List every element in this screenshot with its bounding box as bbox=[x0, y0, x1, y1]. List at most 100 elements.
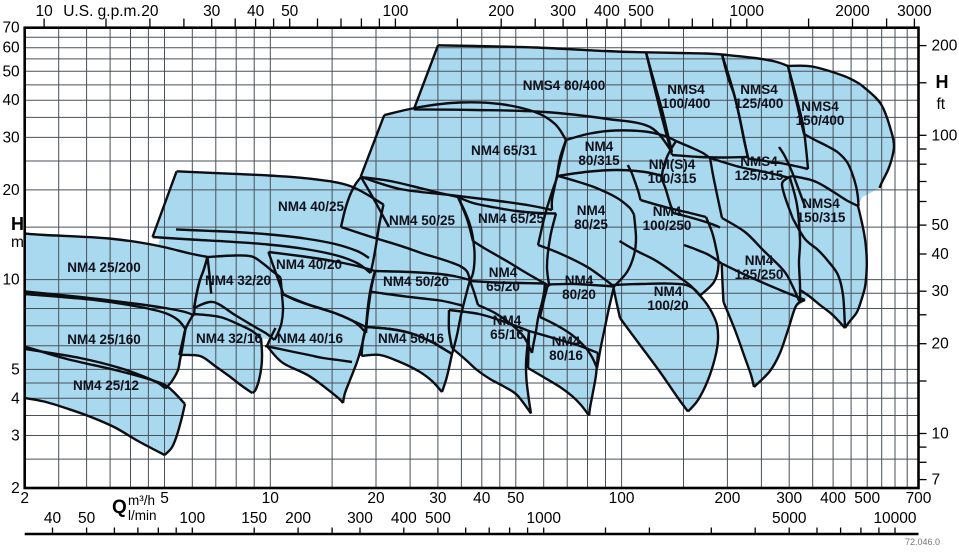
svg-text:5: 5 bbox=[11, 361, 20, 378]
svg-text:500: 500 bbox=[628, 3, 654, 20]
svg-text:30: 30 bbox=[2, 129, 20, 146]
svg-text:10: 10 bbox=[2, 272, 20, 289]
svg-text:100: 100 bbox=[932, 127, 958, 144]
svg-text:125/250: 125/250 bbox=[735, 267, 784, 282]
svg-text:Q: Q bbox=[112, 497, 127, 518]
svg-text:72.046.0: 72.046.0 bbox=[905, 537, 940, 547]
svg-text:H: H bbox=[936, 72, 949, 92]
svg-text:NM4 40/20: NM4 40/20 bbox=[276, 257, 342, 272]
svg-text:NM4 50/25: NM4 50/25 bbox=[389, 213, 456, 228]
svg-text:NM4 50/16: NM4 50/16 bbox=[378, 331, 445, 346]
svg-text:70: 70 bbox=[2, 20, 20, 37]
svg-text:400: 400 bbox=[820, 490, 846, 507]
svg-text:NM4 40/16: NM4 40/16 bbox=[277, 331, 344, 346]
svg-text:150: 150 bbox=[241, 510, 267, 527]
svg-text:80/315: 80/315 bbox=[578, 153, 620, 168]
svg-text:10000: 10000 bbox=[873, 510, 916, 527]
svg-text:m: m bbox=[11, 234, 24, 251]
svg-text:10: 10 bbox=[35, 3, 53, 20]
svg-text:H: H bbox=[11, 214, 24, 234]
svg-text:NM4: NM4 bbox=[577, 203, 606, 218]
svg-text:l/min: l/min bbox=[128, 508, 157, 523]
svg-text:NM4 65/31: NM4 65/31 bbox=[471, 143, 538, 158]
svg-text:30: 30 bbox=[203, 3, 221, 20]
svg-text:NMS4: NMS4 bbox=[667, 82, 705, 97]
svg-text:NM4 25/200: NM4 25/200 bbox=[67, 260, 141, 275]
svg-text:400: 400 bbox=[391, 510, 417, 527]
svg-text:NMS4: NMS4 bbox=[740, 154, 778, 169]
svg-text:NMS4: NMS4 bbox=[802, 196, 840, 211]
svg-text:NM4: NM4 bbox=[745, 253, 774, 268]
svg-text:NM4: NM4 bbox=[565, 273, 594, 288]
svg-text:100: 100 bbox=[179, 510, 205, 527]
svg-text:40: 40 bbox=[247, 3, 265, 20]
svg-text:30: 30 bbox=[429, 490, 447, 507]
svg-text:1000: 1000 bbox=[730, 3, 765, 20]
svg-text:NM4: NM4 bbox=[585, 139, 614, 154]
svg-text:1000: 1000 bbox=[526, 510, 561, 527]
svg-text:150/400: 150/400 bbox=[796, 113, 845, 128]
svg-text:NMS4: NMS4 bbox=[801, 99, 839, 114]
svg-text:125/400: 125/400 bbox=[735, 96, 784, 111]
svg-text:80/20: 80/20 bbox=[562, 287, 596, 302]
svg-text:200: 200 bbox=[932, 38, 958, 55]
svg-text:400: 400 bbox=[594, 3, 620, 20]
svg-text:200: 200 bbox=[714, 490, 740, 507]
svg-text:2000: 2000 bbox=[835, 3, 870, 20]
svg-text:300: 300 bbox=[347, 510, 373, 527]
svg-text:5000: 5000 bbox=[772, 510, 807, 527]
svg-text:50: 50 bbox=[2, 63, 20, 80]
svg-text:NM4 25/12: NM4 25/12 bbox=[73, 378, 139, 393]
svg-text:ft: ft bbox=[937, 96, 946, 113]
svg-text:20: 20 bbox=[2, 182, 20, 199]
svg-text:60: 60 bbox=[2, 40, 20, 57]
svg-text:5: 5 bbox=[160, 490, 169, 507]
svg-text:30: 30 bbox=[932, 283, 950, 300]
svg-text:2: 2 bbox=[11, 480, 20, 497]
svg-text:65/16: 65/16 bbox=[490, 327, 524, 342]
svg-text:40: 40 bbox=[932, 246, 950, 263]
svg-text:7: 7 bbox=[932, 472, 941, 489]
svg-text:m³/h: m³/h bbox=[128, 493, 155, 508]
svg-text:300: 300 bbox=[776, 490, 802, 507]
svg-text:20: 20 bbox=[141, 3, 159, 20]
svg-text:NM4 25/160: NM4 25/160 bbox=[67, 332, 141, 347]
svg-text:200: 200 bbox=[488, 3, 514, 20]
svg-text:3: 3 bbox=[11, 428, 20, 445]
svg-text:40: 40 bbox=[473, 490, 491, 507]
svg-text:NM4 40/25: NM4 40/25 bbox=[278, 199, 345, 214]
svg-text:NM4 32/16: NM4 32/16 bbox=[196, 331, 263, 346]
svg-text:40: 40 bbox=[44, 510, 62, 527]
svg-text:NM(S)4: NM(S)4 bbox=[649, 157, 696, 172]
svg-text:100: 100 bbox=[609, 490, 635, 507]
svg-text:50: 50 bbox=[507, 490, 525, 507]
svg-text:NM4: NM4 bbox=[489, 265, 518, 280]
svg-text:NMS4: NMS4 bbox=[740, 82, 778, 97]
svg-text:20: 20 bbox=[932, 336, 950, 353]
svg-text:40: 40 bbox=[2, 92, 20, 109]
svg-text:200: 200 bbox=[285, 510, 311, 527]
svg-text:NM4: NM4 bbox=[653, 204, 682, 219]
svg-text:3000: 3000 bbox=[897, 3, 932, 20]
svg-text:NM4: NM4 bbox=[493, 313, 522, 328]
svg-text:NM4: NM4 bbox=[654, 284, 683, 299]
svg-text:NM4 32/20: NM4 32/20 bbox=[205, 273, 271, 288]
svg-text:U.S. g.p.m.: U.S. g.p.m. bbox=[63, 3, 141, 20]
svg-text:700: 700 bbox=[906, 490, 932, 507]
svg-text:50: 50 bbox=[932, 217, 950, 234]
svg-text:80/25: 80/25 bbox=[574, 217, 608, 232]
svg-text:NM4 65/25: NM4 65/25 bbox=[478, 211, 545, 226]
svg-text:65/20: 65/20 bbox=[486, 279, 520, 294]
svg-text:150/315: 150/315 bbox=[797, 210, 846, 225]
svg-text:4: 4 bbox=[11, 390, 20, 407]
svg-text:100/315: 100/315 bbox=[648, 171, 697, 186]
svg-text:100: 100 bbox=[382, 3, 408, 20]
svg-text:NM4 50/20: NM4 50/20 bbox=[383, 274, 449, 289]
svg-text:125/315: 125/315 bbox=[735, 168, 784, 183]
svg-text:NMS4 80/400: NMS4 80/400 bbox=[523, 78, 606, 93]
svg-text:100/250: 100/250 bbox=[643, 218, 692, 233]
svg-text:100/400: 100/400 bbox=[662, 96, 711, 111]
svg-text:100/20: 100/20 bbox=[647, 298, 688, 313]
svg-text:300: 300 bbox=[550, 3, 576, 20]
svg-text:80/16: 80/16 bbox=[549, 348, 583, 363]
